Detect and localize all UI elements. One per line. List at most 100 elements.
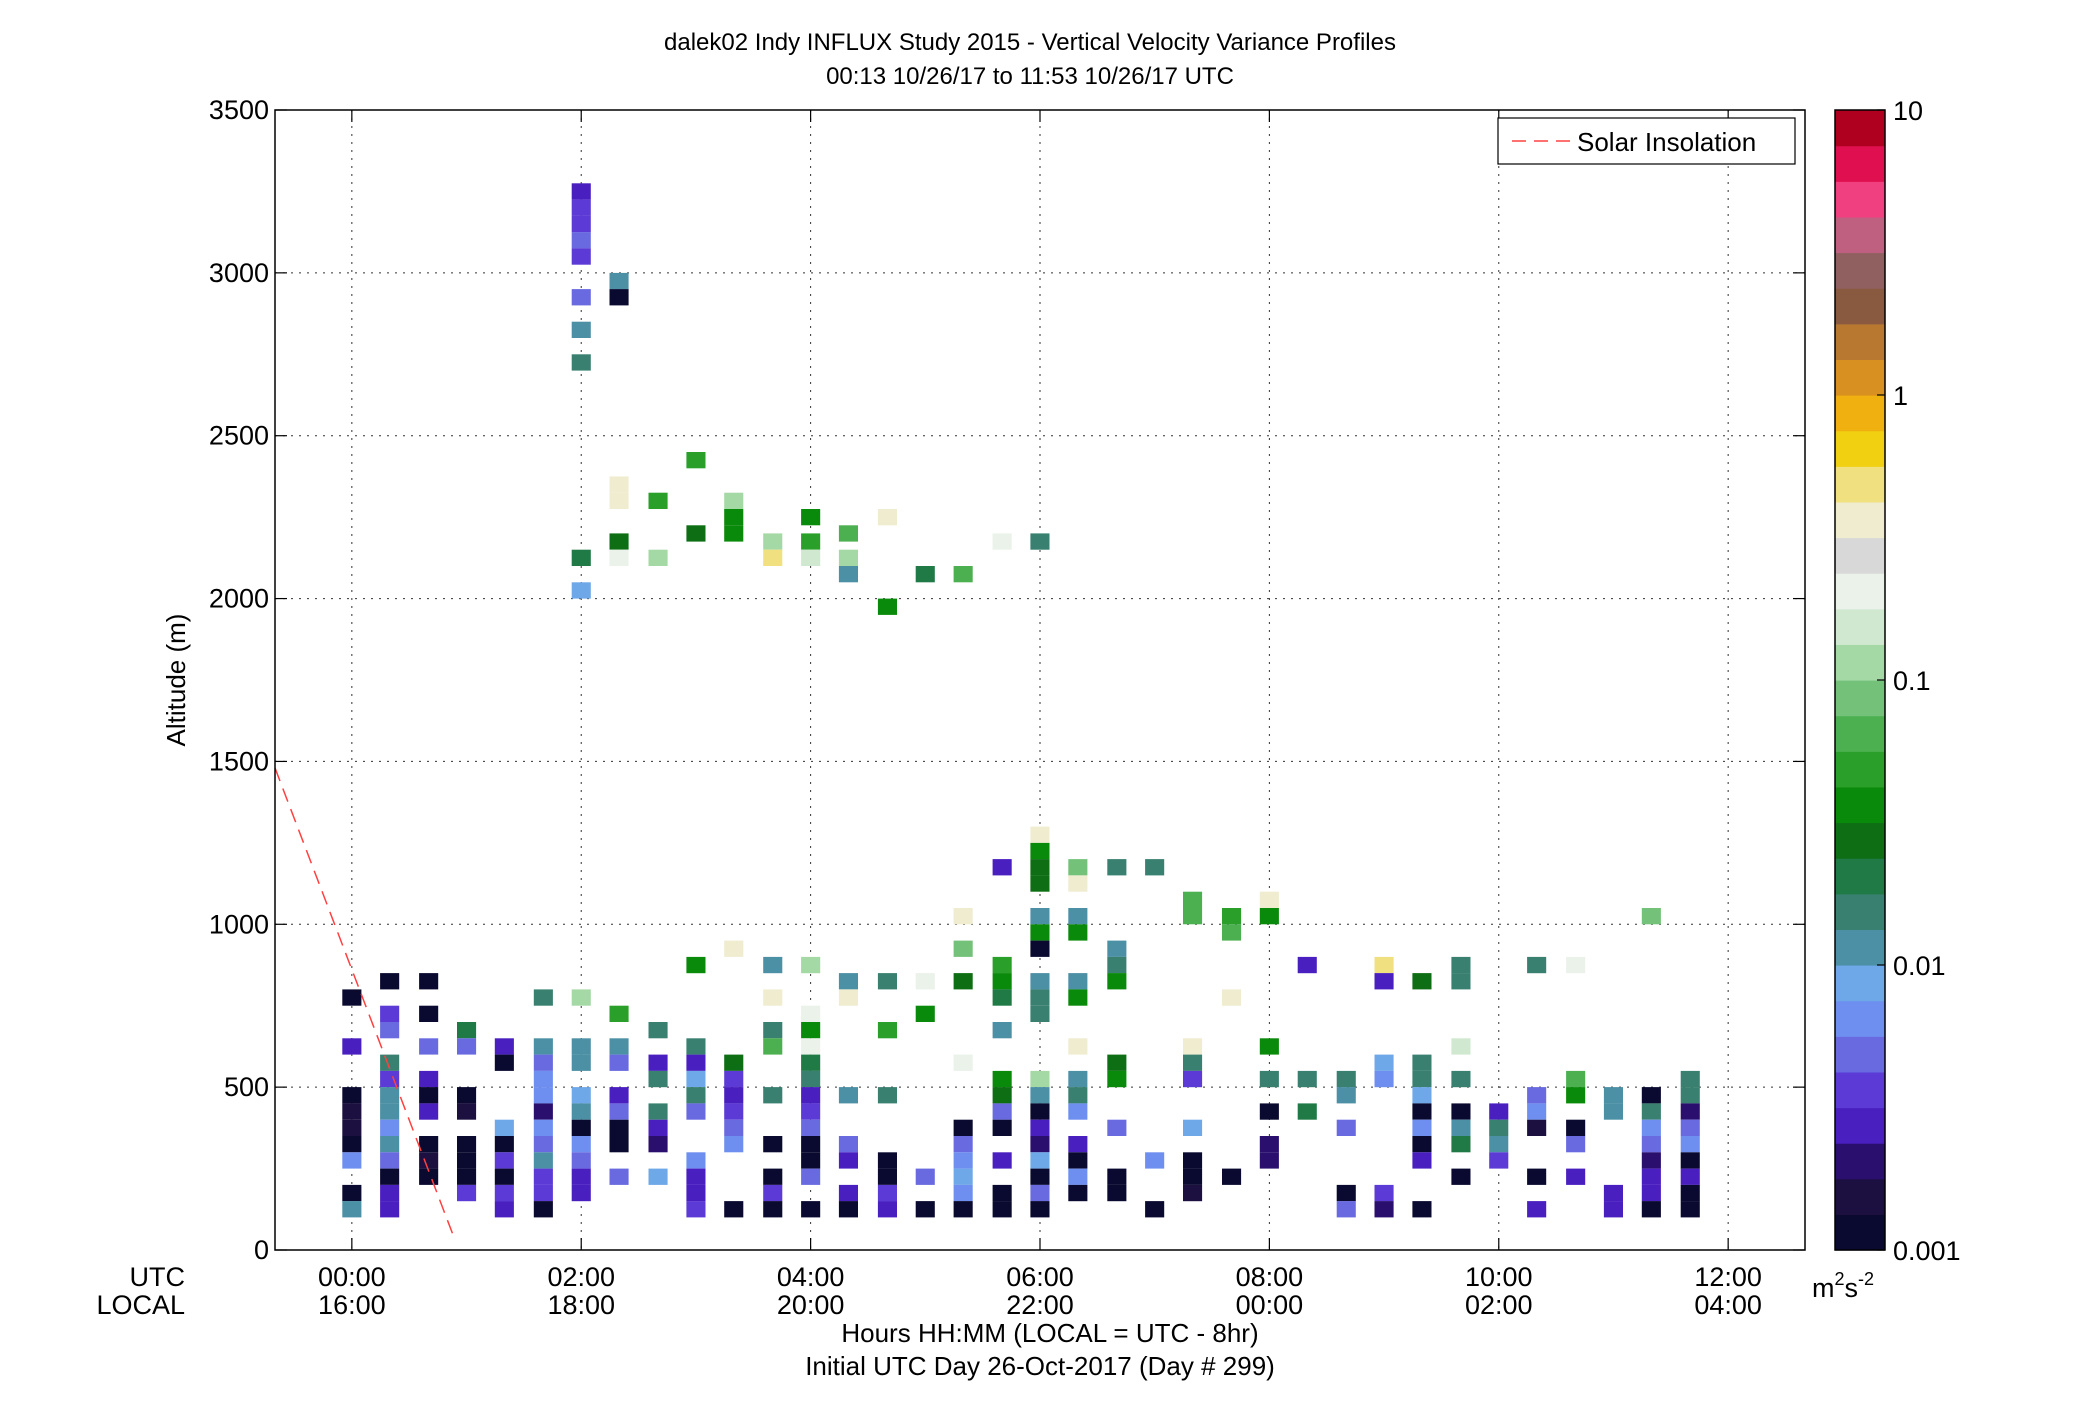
colorbar-segment [1835, 1107, 1885, 1144]
heatmap-cell [686, 1201, 706, 1218]
y-tick-label: 2000 [209, 584, 269, 614]
heatmap-cell [1183, 1038, 1203, 1055]
heatmap-cell [992, 533, 1012, 550]
x-tick-label-utc: 12:00 [1694, 1262, 1762, 1292]
heatmap-cell [724, 940, 744, 957]
colorbar-segment [1835, 965, 1885, 1002]
heatmap-cell [877, 598, 897, 615]
heatmap-cell [1030, 924, 1050, 941]
heatmap-cell [494, 1119, 514, 1136]
heatmap-cell [571, 1054, 591, 1071]
heatmap-cell [533, 1152, 553, 1169]
heatmap-cell [1030, 875, 1050, 892]
heatmap-cell [1603, 1087, 1623, 1104]
heatmap-cell [342, 1103, 362, 1120]
heatmap-cell [1259, 1152, 1279, 1169]
heatmap-cell [648, 1022, 668, 1039]
colorbar-units-mid: s [1845, 1273, 1859, 1303]
heatmap-cell [342, 1038, 362, 1055]
colorbar-segment [1835, 1214, 1885, 1251]
chart-subtitle: 00:13 10/26/17 to 11:53 10/26/17 UTC [826, 63, 1234, 90]
y-tick-label: 2500 [209, 421, 269, 451]
heatmap-cell [1641, 1168, 1661, 1185]
colorbar-segment [1835, 288, 1885, 325]
heatmap-cell [571, 1087, 591, 1104]
heatmap-cell [648, 1103, 668, 1120]
heatmap-cell [533, 989, 553, 1006]
heatmap-cell [801, 1119, 821, 1136]
x-tick-label-local: 00:00 [1236, 1290, 1304, 1320]
heatmap-cell [801, 1005, 821, 1022]
heatmap-cell [648, 492, 668, 509]
heatmap-cell [609, 1087, 629, 1104]
heatmap-cell [801, 549, 821, 566]
heatmap-cell [1451, 1119, 1471, 1136]
colorbar-segment [1835, 145, 1885, 182]
heatmap-cell [686, 1184, 706, 1202]
colorbar-segment [1835, 573, 1885, 610]
heatmap-cell [571, 199, 591, 216]
colorbar-tick-label: 0.1 [1893, 666, 1931, 696]
colorbar-segment [1835, 715, 1885, 752]
heatmap-cell [419, 973, 439, 990]
heatmap-cell [533, 1054, 553, 1071]
heatmap-cell [380, 973, 400, 990]
heatmap-cell [1527, 1201, 1547, 1218]
heatmap-cell [609, 1168, 629, 1185]
heatmap-cell [724, 1119, 744, 1136]
colorbar-segment [1835, 644, 1885, 681]
heatmap-cell [992, 1119, 1012, 1136]
heatmap-cell [838, 1152, 858, 1169]
heatmap-cell [1566, 1070, 1586, 1088]
heatmap-cell [992, 1022, 1012, 1039]
heatmap-cell [571, 1168, 591, 1185]
heatmap-cell [380, 1184, 400, 1202]
x-tick-label-utc: 00:00 [318, 1262, 386, 1292]
x-tick-label-local: 18:00 [547, 1290, 615, 1320]
heatmap-cell [571, 989, 591, 1006]
heatmap-cell [686, 1087, 706, 1104]
heatmap-cell [494, 1054, 514, 1071]
y-tick-label: 1000 [209, 909, 269, 939]
heatmap-cell [724, 1054, 744, 1071]
heatmap-cell [1259, 891, 1279, 908]
heatmap-cell [763, 1022, 783, 1039]
heatmap-cell [953, 940, 973, 957]
heatmap-cell [1489, 1119, 1509, 1136]
heatmap-cell [801, 1103, 821, 1120]
heatmap-cell [992, 1152, 1012, 1169]
heatmap-cell [992, 973, 1012, 990]
heatmap-cell [1680, 1070, 1700, 1088]
heatmap-cell [457, 1136, 477, 1153]
heatmap-cell [1183, 1184, 1203, 1202]
heatmap-cell [1566, 1136, 1586, 1153]
heatmap-cell [1030, 1168, 1050, 1185]
heatmap-cell [380, 1152, 400, 1169]
y-tick-label: 1500 [209, 746, 269, 776]
heatmap-cell [1451, 973, 1471, 990]
heatmap-cell [1068, 859, 1088, 876]
heatmap-cell [1030, 1119, 1050, 1136]
heatmap-cell [801, 533, 821, 550]
heatmap-cell [342, 1201, 362, 1218]
heatmap-cell [1603, 1103, 1623, 1120]
heatmap-cell [801, 1201, 821, 1218]
heatmap-cell [1412, 1201, 1432, 1218]
heatmap-cell [380, 1119, 400, 1136]
heatmap-cell [763, 1184, 783, 1202]
colorbar [1835, 110, 1885, 1251]
x-tick-label-local: 20:00 [777, 1290, 845, 1320]
heatmap-cell [1030, 1184, 1050, 1202]
heatmap-cell [457, 1168, 477, 1185]
heatmap-cell [1336, 1070, 1356, 1088]
heatmap-cell [494, 1136, 514, 1153]
heatmap-cell [1680, 1136, 1700, 1153]
colorbar-tick-label: 0.001 [1893, 1236, 1961, 1266]
colorbar-segment [1835, 110, 1885, 147]
heatmap-cell [494, 1201, 514, 1218]
heatmap-cell [1336, 1087, 1356, 1104]
heatmap-cell [1374, 1054, 1394, 1071]
heatmap-cell [1412, 1070, 1432, 1088]
heatmap-cell [1259, 1136, 1279, 1153]
colorbar-segment [1835, 893, 1885, 930]
